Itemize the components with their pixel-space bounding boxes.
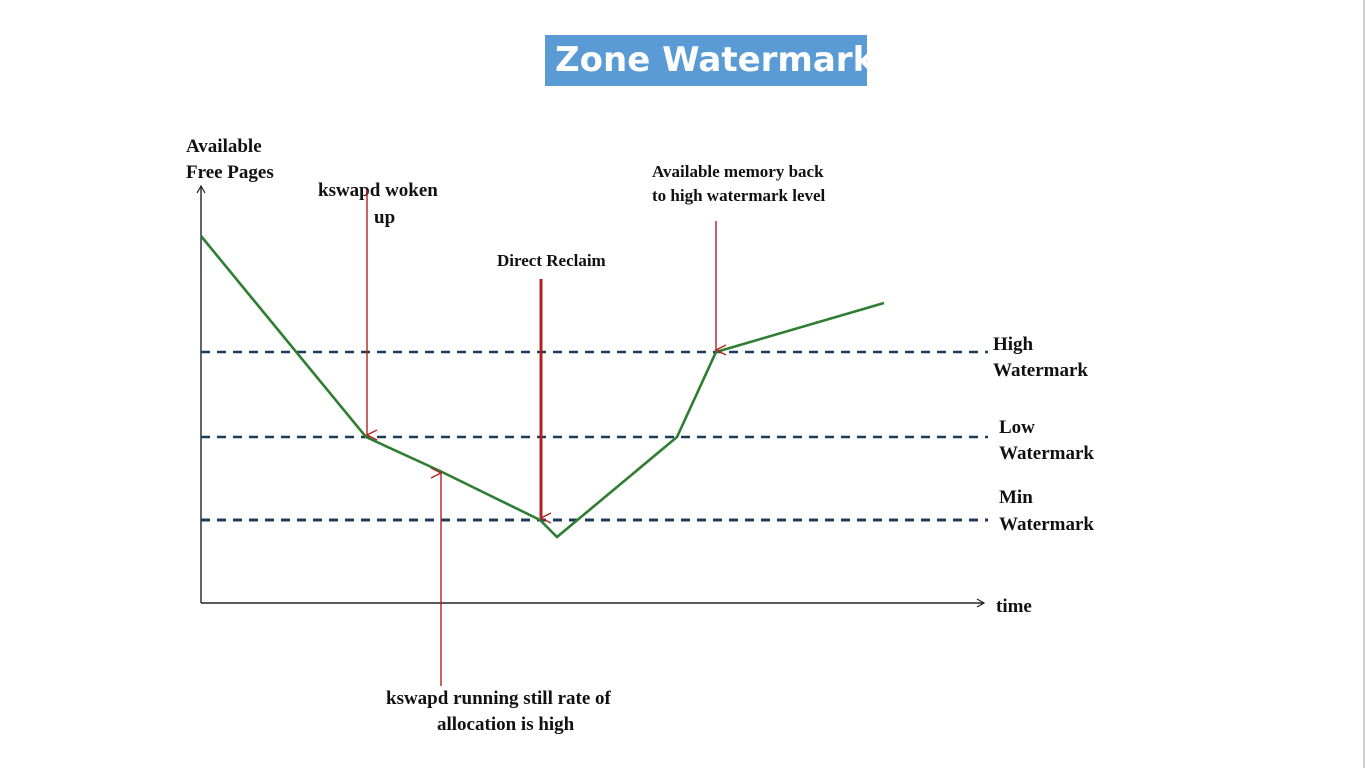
min-watermark-label-line1: Min [999,487,1033,508]
free-pages-curve [199,235,885,539]
back-to-high-label-line1: Available memory back [652,162,824,181]
back-to-high-label-line2: to high watermark level [652,186,826,205]
kswapd-woken-label-line2: up [374,207,395,228]
low-watermark-label-line2: Watermark [999,443,1094,464]
kswapd-woken-label-line1: kswapd woken [318,180,438,201]
direct-reclaim-label: Direct Reclaim [497,251,606,270]
slide-title: Zone Watermark [545,35,875,86]
high-watermark-label-line2: Watermark [993,360,1088,381]
y-axis-label-line1: Available [186,136,262,157]
x-axis-label: time [996,596,1032,617]
slide-edge-divider [1363,0,1365,768]
high-watermark-label-line1: High [993,334,1034,355]
kswapd-running-label-line1: kswapd running still rate of [386,688,612,709]
low-watermark-label-line1: Low [999,417,1035,438]
kswapd-running-label-line2: allocation is high [437,714,575,735]
y-axis-label-line2: Free Pages [186,162,274,183]
min-watermark-label-line2: Watermark [999,514,1094,535]
